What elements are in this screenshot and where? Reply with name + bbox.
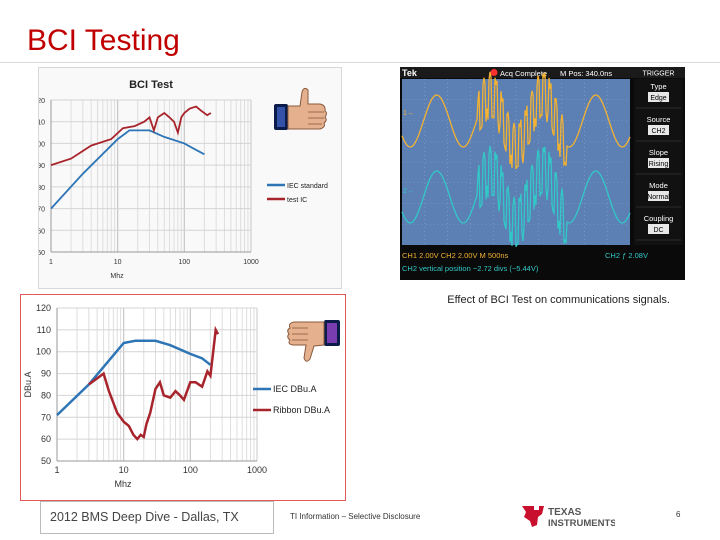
y-tick-label: 90 <box>39 163 45 170</box>
series-line-0 <box>50 129 205 210</box>
y-tick-label: 50 <box>41 456 51 466</box>
scope-status: Acq Complete <box>500 69 547 78</box>
x-tick-label: 100 <box>178 259 190 266</box>
ti-logo-text-2: INSTRUMENTS <box>548 518 615 529</box>
series-line-0 <box>56 339 212 417</box>
ch2-waveform <box>401 145 631 248</box>
scope-mpos: M Pos: 340.0ns <box>560 69 612 78</box>
y-tick-label: 110 <box>39 120 45 127</box>
footer-disclosure: TI Information – Selective Disclosure <box>290 512 421 521</box>
legend-label-0: IEC standard <box>287 183 328 190</box>
scope-brand: Tek <box>402 68 418 78</box>
oscilloscope-screen: Tek Acq Complete M Pos: 340.0ns 1→ 2→ TRIGGER… <box>400 67 685 280</box>
scope-status-line-2: CH2 vertical position −2.72 divs (−5.44V… <box>402 264 539 273</box>
y-tick-label: 60 <box>39 228 45 235</box>
trigger-item-value-box <box>648 125 669 135</box>
footer-box <box>40 501 274 534</box>
trigger-item-label: Slope <box>649 148 668 157</box>
legend-label-1: test IC <box>287 197 307 204</box>
scope-status-line-1: CH1 2.00V CH2 2.00V M 500ns <box>402 251 509 260</box>
title-divider <box>0 62 720 63</box>
y-tick-label: 90 <box>41 369 51 379</box>
x-tick-label: 1 <box>54 465 59 475</box>
trigger-item-label: Coupling <box>644 214 674 223</box>
y-tick-label: 80 <box>41 390 51 400</box>
trigger-item-value-box <box>648 92 669 102</box>
ti-logo-icon: TEXAS INSTRUMENTS <box>520 503 617 529</box>
x-tick-label: 100 <box>183 465 198 475</box>
trigger-item-value-box <box>648 158 669 168</box>
scope-top-bar <box>400 67 685 78</box>
series-line-1 <box>88 325 220 442</box>
slide-title: BCI Testing <box>27 24 180 57</box>
x-axis-label: Mhz <box>110 273 124 280</box>
trigger-item-value: DC <box>653 227 663 234</box>
y-tick-label: 70 <box>41 412 51 422</box>
trigger-item-value-box <box>648 224 669 234</box>
acq-indicator-icon <box>490 69 498 76</box>
footer-event: 2012 BMS Deep Dive - Dallas, TX <box>50 510 239 524</box>
trigger-item-value-box <box>648 191 669 201</box>
y-tick-label: 120 <box>39 98 45 105</box>
chart-title: BCI Test <box>129 79 173 91</box>
thumbs-up-icon <box>272 86 332 136</box>
x-tick-label: 1000 <box>243 259 259 266</box>
y-axis-label: DBu.A <box>23 371 33 397</box>
oscilloscope-screenshot: Tek Acq Complete M Pos: 340.0ns 1→ 2→ TRIGGER… <box>400 67 685 280</box>
legend-label-1: Ribbon DBu.A <box>273 405 330 415</box>
trigger-item-value: CH2 <box>651 128 665 135</box>
trigger-item-label: Mode <box>649 181 668 190</box>
legend-label-0: IEC DBu.A <box>273 384 317 394</box>
y-tick-label: 120 <box>36 303 51 313</box>
y-tick-label: 70 <box>39 207 45 214</box>
y-tick-label: 110 <box>37 325 51 335</box>
y-tick-label: 80 <box>39 185 45 192</box>
trigger-item-value: Normal <box>647 194 670 201</box>
trigger-item-value: Rising <box>649 161 669 168</box>
x-tick-label: 1 <box>49 259 53 266</box>
y-tick-label: 100 <box>36 347 51 357</box>
ch1-marker: 1→ <box>403 110 414 117</box>
scope-status-line-1-right: CH2 ƒ 2.08V <box>605 251 648 260</box>
thumbs-down-icon <box>284 316 344 364</box>
page-number: 6 <box>676 510 681 519</box>
x-tick-label: 10 <box>114 259 122 266</box>
trigger-menu-header: TRIGGER <box>643 71 675 78</box>
trigger-item-value: Edge <box>650 95 666 102</box>
x-tick-label: 10 <box>119 465 129 475</box>
scope-caption: Effect of BCI Test on communications sig… <box>447 294 670 306</box>
y-tick-label: 50 <box>39 250 45 257</box>
series-line-1 <box>50 105 212 166</box>
ch1-waveform <box>401 71 631 170</box>
ch2-marker: 2→ <box>403 188 414 195</box>
y-tick-label: 60 <box>41 434 51 444</box>
trigger-item-label: Type <box>650 82 666 91</box>
bci-test-chart: 50607080901001101201101001000BCI TestMhz… <box>19 67 342 289</box>
x-axis-label: Mhz <box>114 479 132 489</box>
trigger-item-label: Source <box>647 115 671 124</box>
x-tick-label: 1000 <box>247 465 267 475</box>
ti-logo-text-1: TEXAS <box>548 507 582 518</box>
y-tick-label: 100 <box>39 141 45 148</box>
